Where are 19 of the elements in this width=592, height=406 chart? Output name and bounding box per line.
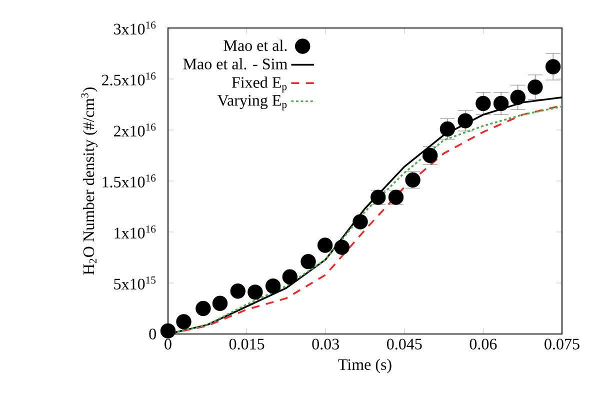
y-tick-label: 0 xyxy=(149,328,156,340)
x-tick-label: 0 xyxy=(164,338,172,350)
x-tick-label: 0.045 xyxy=(387,338,422,350)
y-tick-label: 3x10$^{16}$ xyxy=(114,21,156,34)
x-tick-label: 0.015 xyxy=(229,338,264,350)
legend-label: Mao et al. - Sim xyxy=(183,58,288,70)
legend-label: Mao et al. xyxy=(224,40,287,52)
x-tick-label: 0.075 xyxy=(544,338,580,350)
x-tick-label: 0.06 xyxy=(470,338,497,350)
y-axis-title: H$_{2}$O Number density (#/cm$^{3}$) xyxy=(81,87,98,275)
legend-label: Fixed E$_{p}$ xyxy=(232,76,287,92)
y-tick-label: 2x10$^{16}$ xyxy=(114,123,156,136)
x-tick-label: 0.03 xyxy=(312,338,339,350)
legend-label: Varying E$_{p}$ xyxy=(217,95,287,110)
y-tick-label: 2.5x10$^{16}$ xyxy=(102,72,156,86)
x-axis-title: Time (s) xyxy=(338,358,392,374)
y-tick-label: 5x10$^{15}$ xyxy=(114,276,156,290)
y-tick-label: 1.5x10$^{16}$ xyxy=(102,174,156,188)
y-tick-label: 1x10$^{16}$ xyxy=(114,225,156,238)
